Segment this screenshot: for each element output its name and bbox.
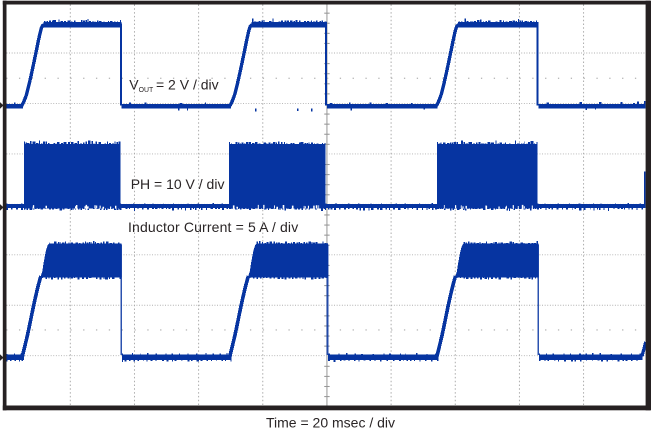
svg-text:Inductor Current = 5 A / div: Inductor Current = 5 A / div	[128, 219, 298, 235]
svg-text:PH = 10 V / div: PH = 10 V / div	[131, 176, 225, 192]
svg-text:Time = 20 msec / div: Time = 20 msec / div	[266, 415, 395, 429]
